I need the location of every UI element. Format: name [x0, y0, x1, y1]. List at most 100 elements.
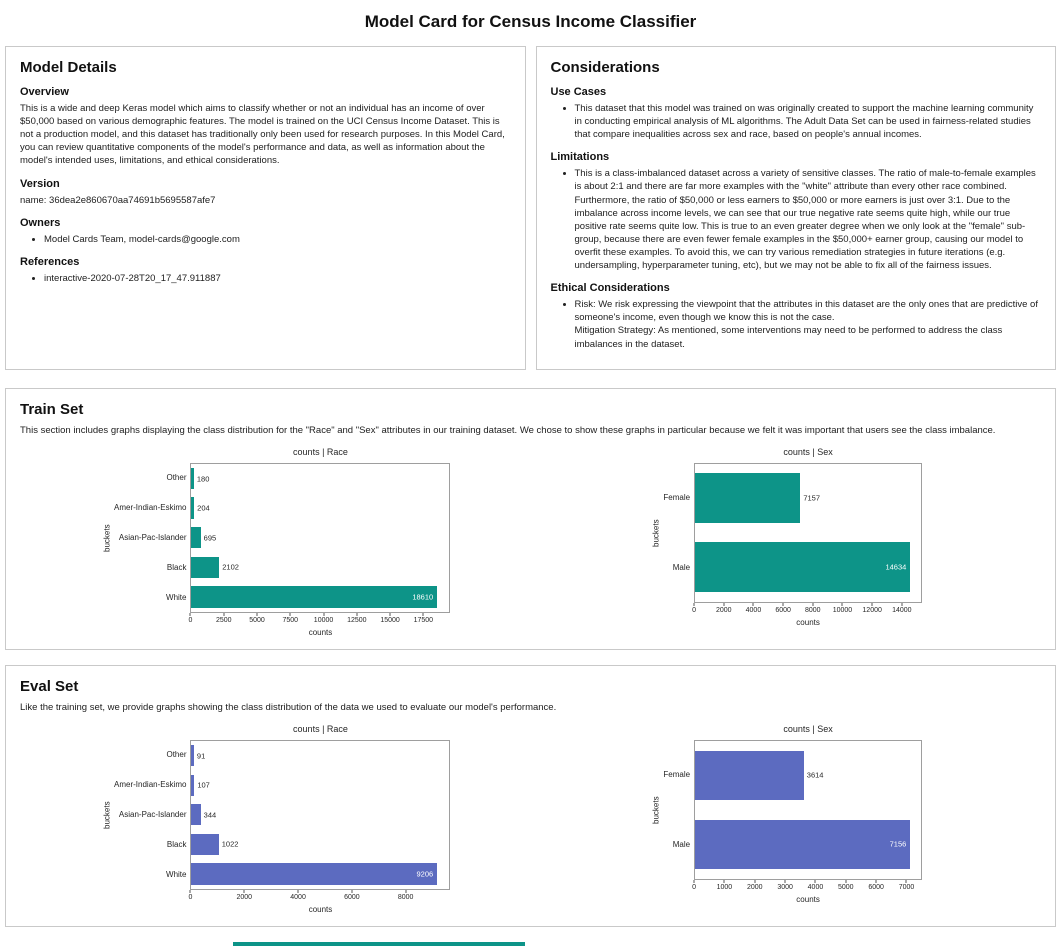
bar-value-label: 180: [196, 474, 210, 484]
eval-race-chart: buckets Other Amer-Indian-Eskimo Asian-Pac-…: [100, 723, 451, 914]
chart-title: counts | Sex: [783, 723, 833, 734]
overview-heading: Overview: [20, 86, 69, 98]
train-sex-chart-slot: buckets Female Male counts | Sex 7157 14634 0 2…: [531, 447, 1042, 637]
x-tick-label: 17500: [413, 616, 434, 624]
bar-row: 14634: [695, 533, 921, 602]
y-tick-label: Other: [166, 750, 187, 760]
x-tick-label: 4000: [745, 606, 762, 614]
x-tick-label: 0: [692, 606, 697, 614]
plot-area: 91 107 344 1022 9206: [190, 739, 451, 890]
x-tick-mark: [784, 879, 786, 883]
bar: [191, 774, 195, 796]
eval-sex-chart: buckets Female Male counts | Sex 3614 7156 0 10…: [649, 723, 923, 914]
x-tick-label: 1000: [716, 883, 733, 891]
y-axis-label: buckets: [102, 801, 112, 829]
chart-body: buckets Other Amer-Indian-Eskimo Asian-Pac-…: [100, 446, 451, 637]
version-heading: Version: [20, 177, 60, 190]
limitations-heading: Limitations: [550, 151, 610, 164]
x-axis-title: counts: [308, 904, 333, 914]
eval-charts-row: buckets Other Amer-Indian-Eskimo Asian-Pac-…: [20, 724, 1041, 914]
bar-row: 1022: [191, 830, 449, 860]
x-tick-mark: [422, 612, 424, 616]
y-tick-label: Asian-Pac-Islander: [118, 533, 187, 543]
x-tick-mark: [223, 612, 225, 616]
bar: [695, 542, 911, 593]
x-tick-label: 2000: [236, 893, 253, 901]
y-tick-label: Other: [166, 473, 187, 483]
bar-value-label: 9206: [416, 869, 434, 879]
x-axis-title: counts: [308, 627, 333, 637]
x-axis: 0 1000 2000 3000 4000 5000 6000 7000: [692, 879, 922, 894]
bar-row: 2102: [191, 553, 449, 583]
bar-row: 107: [191, 770, 449, 800]
use-cases-list: This dataset that this model was trained…: [551, 102, 1042, 141]
eval-set-description: Like the training set, we provide graphs…: [20, 701, 557, 713]
plot-column: counts | Sex 3614 7156 0 1000 2000 3000 4000 500…: [692, 723, 923, 904]
x-tick-label: 6000: [868, 883, 884, 891]
x-axis: 0 2500 5000 7500 10000 12500 15000 17500: [188, 612, 450, 627]
eval-sex-chart-slot: buckets Female Male counts | Sex 3614 7156 0 10…: [531, 724, 1042, 914]
considerations-heading: Considerations: [550, 59, 660, 76]
bar-value-label: 91: [196, 751, 206, 761]
x-tick-label: 4000: [807, 883, 824, 891]
x-tick-label: 2000: [715, 606, 732, 614]
x-tick-mark: [289, 612, 291, 616]
bar: [191, 745, 194, 767]
x-tick-mark: [693, 602, 695, 606]
bar-value-label: 695: [203, 533, 217, 543]
bar: [191, 804, 201, 826]
y-tick-label: Asian-Pac-Islander: [118, 810, 187, 820]
bar-row: 9206: [191, 859, 449, 889]
train-charts-row: buckets Other Amer-Indian-Eskimo Asian-Pac-…: [20, 447, 1041, 637]
bar-value-label: 7157: [803, 493, 821, 503]
use-case-item: This dataset that this model was trained…: [575, 102, 1042, 141]
owners-heading: Owners: [20, 216, 61, 229]
x-tick-mark: [389, 612, 391, 616]
y-tick-labels: Female Male: [663, 740, 694, 880]
x-tick-label: 0: [188, 616, 193, 624]
reference-item: interactive-2020-07-28T20_17_47.911887: [44, 272, 511, 285]
owners-list: Model Cards Team, model-cards@google.com: [20, 233, 511, 246]
partially-visible-element-strip: [233, 941, 525, 946]
y-tick-label: Amer-Indian-Eskimo: [114, 503, 187, 513]
x-axis: 0 2000 4000 6000 8000 10000 12000 14000: [692, 602, 922, 617]
x-tick-mark: [189, 889, 191, 893]
x-tick-mark: [405, 889, 407, 893]
x-tick-mark: [723, 879, 725, 883]
model-details-card: Model Details Overview This is a wide an…: [5, 46, 526, 370]
bar-row: 695: [191, 523, 449, 553]
train-set-heading: Train Set: [20, 400, 84, 418]
references-heading: References: [20, 255, 80, 268]
x-axis-title: counts: [796, 617, 820, 627]
x-tick-mark: [845, 879, 847, 883]
chart-title: counts | Race: [293, 723, 348, 734]
y-tick-label: Amer-Indian-Eskimo: [114, 780, 187, 790]
plot-area: 180 204 695 2102 18610: [190, 462, 451, 613]
eval-set-heading: Eval Set: [20, 677, 79, 695]
chart-body: buckets Other Amer-Indian-Eskimo Asian-Pac-…: [100, 723, 451, 914]
page-title: Model Card for Census Income Classifier: [364, 12, 697, 31]
x-tick-mark: [754, 879, 756, 883]
bar: [191, 527, 201, 549]
bar-row: 180: [191, 464, 449, 494]
eval-race-chart-slot: buckets Other Amer-Indian-Eskimo Asian-Pac-…: [20, 724, 531, 914]
ethical-consideration-item: Risk: We risk expressing the viewpoint t…: [575, 298, 1042, 350]
limitation-item: This is a class-imbalanced dataset acros…: [575, 167, 1042, 272]
x-tick-label: 10000: [832, 606, 853, 614]
x-tick-mark: [752, 602, 754, 606]
bar-value-label: 7156: [889, 839, 907, 849]
considerations-card: Considerations Use Cases This dataset th…: [535, 46, 1056, 370]
bar-row: 7157: [695, 464, 921, 533]
chart-title: counts | Race: [293, 446, 348, 457]
x-tick-mark: [812, 602, 814, 606]
train-set-description: This section includes graphs displaying …: [20, 424, 996, 436]
bar-value-label: 204: [197, 503, 210, 513]
x-axis-title: counts: [796, 894, 820, 904]
y-tick-labels: Other Amer-Indian-Eskimo Asian-Pac-Islande…: [114, 740, 190, 890]
bar: [695, 473, 801, 524]
x-tick-label: 8000: [805, 606, 821, 614]
x-tick-mark: [871, 602, 873, 606]
train-sex-chart: buckets Female Male counts | Sex 7157 14634 0 2…: [649, 447, 923, 637]
plot-area: 7157 14634: [694, 462, 923, 603]
